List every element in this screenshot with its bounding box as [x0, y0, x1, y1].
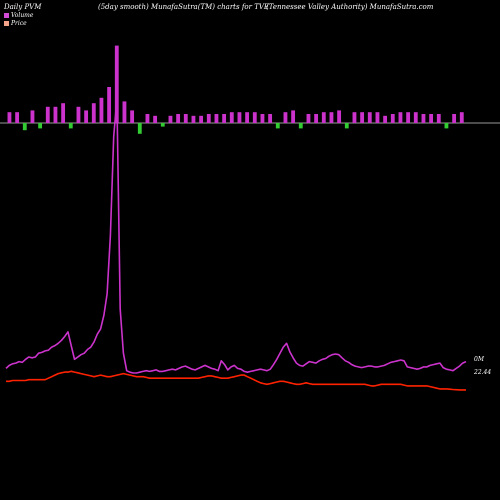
volume-bar-up [229, 112, 234, 123]
volume-bar-up [53, 106, 58, 123]
volume-bar-up [429, 114, 434, 123]
volume-bar-up [91, 103, 96, 123]
volume-bar-up [130, 110, 135, 123]
volume-bar-up [191, 115, 196, 123]
volume-bar-up [222, 114, 227, 123]
volume-bar-down [444, 123, 449, 129]
volume-bar-up [421, 114, 426, 123]
legend-price-swatch [4, 21, 9, 26]
volume-bar-down [22, 123, 27, 131]
volume-bar-up [398, 112, 403, 123]
volume-bar-up [283, 112, 288, 123]
volume-bar-up [15, 112, 20, 123]
chart-header-title: (5day smooth) MunafaSutra(TM) charts for… [98, 3, 270, 11]
volume-bar-up [413, 112, 418, 123]
volume-bar-up [268, 114, 273, 123]
volume-bar-up [436, 114, 441, 123]
volume-bar-up [367, 112, 372, 123]
volume-bar-up [452, 114, 457, 123]
volume-bar-up [375, 112, 380, 123]
volume-bar-down [38, 123, 43, 129]
volume-bar-up [183, 114, 188, 123]
volume-line [5, 97, 467, 374]
volume-bar-up [291, 110, 296, 123]
chart-header-company: (Tennessee Valley Authority) MunafaSutra… [266, 3, 434, 11]
volume-bar-up [199, 115, 204, 123]
volume-bar-up [30, 110, 35, 123]
volume-bar-up [45, 106, 50, 123]
volume-bar-up [260, 114, 265, 123]
legend-volume-swatch [4, 13, 9, 18]
volume-bar-down [275, 123, 280, 129]
volume-bar-up [168, 115, 173, 123]
volume-bar-up [84, 110, 89, 123]
volume-bar-up [153, 115, 158, 123]
volume-bar-up [122, 101, 127, 123]
volume-bar-up [214, 114, 219, 123]
price-line [6, 370, 466, 391]
volume-bar-down [298, 123, 303, 129]
volume-bar-up [206, 114, 211, 123]
volume-bar-up [252, 112, 257, 123]
volume-bar-up [321, 112, 326, 123]
legend-price-label: Price [11, 20, 27, 27]
volume-bar-up [360, 112, 365, 123]
legend-volume: Volume [4, 12, 33, 19]
volume-bar-down [68, 123, 73, 129]
volume-bar-up [337, 110, 342, 123]
volume-bar-up [237, 112, 242, 123]
volume-bar-up [314, 114, 319, 123]
volume-end-label: 0M [474, 356, 485, 363]
legend-price: Price [4, 20, 27, 27]
volume-bar-up [176, 114, 181, 123]
volume-bar-up [61, 103, 66, 123]
legend-volume-label: Volume [11, 12, 34, 19]
volume-bar-up [306, 114, 311, 123]
chart-header-left: Daily PVM [4, 3, 42, 11]
volume-bar-up [76, 106, 81, 123]
volume-bar-down [137, 123, 142, 134]
volume-bar-up [406, 112, 411, 123]
volume-bar-down [344, 123, 349, 129]
volume-bar-up [114, 45, 119, 123]
volume-bar-up [145, 114, 150, 123]
volume-bar-down [160, 123, 165, 127]
volume-bar-up [383, 115, 388, 123]
volume-bar-up [99, 97, 104, 123]
volume-bar-up [459, 112, 464, 123]
volume-bar-up [245, 112, 250, 123]
volume-bar-up [107, 87, 112, 123]
volume-bar-up [352, 112, 357, 123]
volume-bar-up [329, 112, 334, 123]
volume-bar-up [7, 112, 12, 123]
price-end-label: 22.44 [473, 369, 491, 376]
volume-bar-up [390, 114, 395, 123]
